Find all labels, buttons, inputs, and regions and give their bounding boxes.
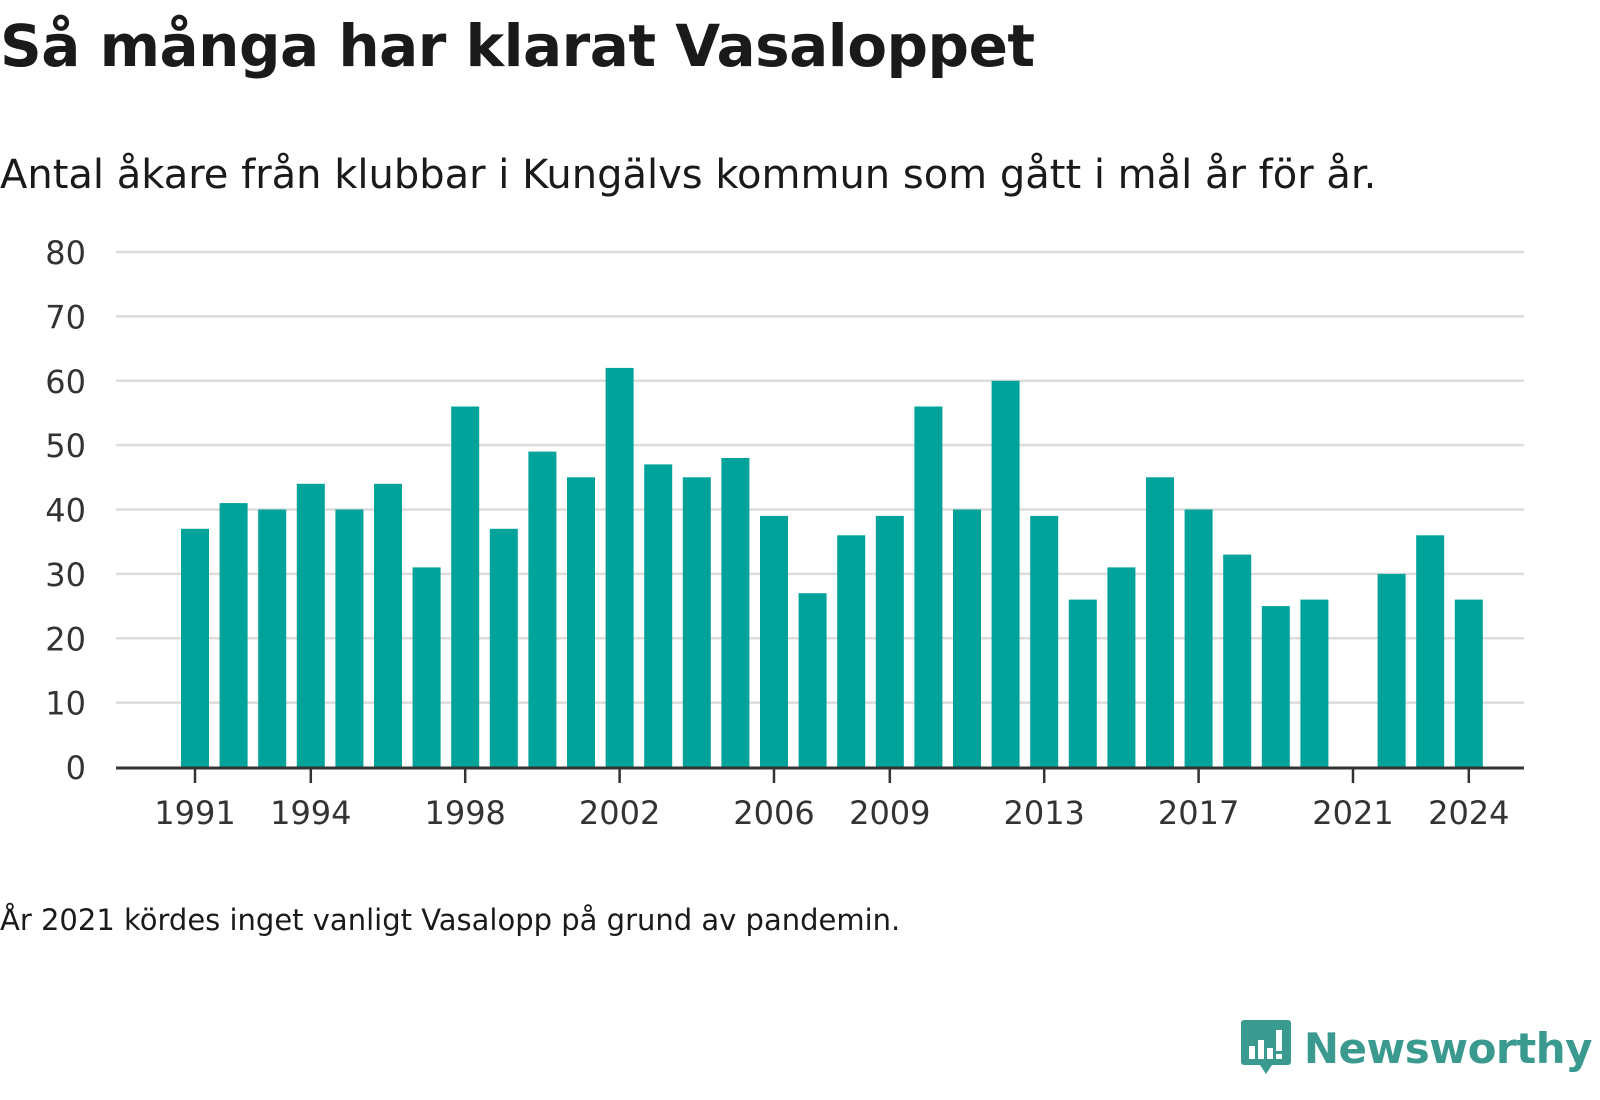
bar-1992	[219, 503, 248, 767]
bar-2000	[528, 451, 557, 767]
bar-1993	[258, 509, 287, 767]
bar-2005	[721, 458, 750, 767]
y-tick-label: 80	[45, 234, 86, 272]
bar-2014	[1068, 599, 1097, 767]
bar-1995	[335, 509, 364, 767]
bar-2010	[914, 406, 943, 767]
bar-1996	[374, 483, 402, 768]
bar-2002	[605, 367, 634, 767]
bar-chart: 0 10 20 30 40 50 60 70 80 1991 1994 1998 2002 2006 20…	[45, 234, 1524, 832]
y-tick-label: 10	[45, 685, 86, 723]
bar-2011	[953, 509, 981, 767]
bar-2015	[1107, 567, 1136, 767]
bar-2013	[1030, 515, 1059, 767]
bar-2023	[1416, 535, 1445, 768]
y-tick-label: 30	[45, 556, 86, 594]
bar-2008	[837, 535, 866, 768]
bar-2019	[1261, 606, 1290, 767]
bar-2017	[1184, 509, 1213, 767]
bar-1997	[412, 567, 441, 767]
y-tick-label: 60	[45, 363, 86, 401]
x-tick-label: 2017	[1158, 794, 1239, 832]
x-tick-label: 2024	[1428, 794, 1509, 832]
bar-1999	[489, 528, 518, 767]
bar-2003	[644, 464, 673, 767]
chart-title: Så många har klarat Vasaloppet	[0, 12, 1035, 80]
brand-name: Newsworthy	[1303, 1023, 1593, 1073]
x-tick-label: 1998	[424, 794, 505, 832]
bar-2006	[760, 515, 788, 767]
y-axis-labels: 0 10 20 30 40 50 60 70 80	[45, 234, 86, 787]
x-tick-label: 1994	[270, 794, 351, 832]
bar-2018	[1223, 554, 1252, 767]
x-axis: 1991 1994 1998 2002 2006 2009 2013 2017 2021 2024	[116, 766, 1524, 832]
y-tick-label: 70	[45, 298, 86, 336]
bar-2009	[875, 515, 904, 767]
bar-2007	[798, 593, 827, 767]
y-tick-label: 0	[66, 749, 86, 787]
bar-2022	[1377, 573, 1406, 767]
brand-logo: Newsworthy	[1240, 1018, 1593, 1078]
bar-2004	[682, 477, 711, 767]
x-tick-label: 2009	[849, 794, 930, 832]
bar-2001	[567, 477, 595, 767]
x-tick-label: 1991	[154, 794, 235, 832]
chart-subtitle: Antal åkare från klubbar i Kungälvs komm…	[0, 152, 1377, 198]
bar-1991	[181, 528, 209, 767]
bar-2024	[1454, 599, 1483, 767]
y-tick-label: 20	[45, 620, 86, 658]
y-tick-label: 40	[45, 492, 86, 530]
x-tick-label: 2002	[579, 794, 660, 832]
x-tick-label: 2006	[733, 794, 814, 832]
y-tick-label: 50	[45, 427, 86, 465]
bar-2016	[1146, 477, 1174, 767]
x-tick-label: 2021	[1312, 794, 1393, 832]
bar-1998	[451, 406, 480, 767]
bar-1994	[296, 483, 325, 768]
bar-2012	[991, 380, 1020, 768]
gridlines	[116, 250, 1524, 704]
x-tick-label: 2013	[1003, 794, 1084, 832]
footnote: År 2021 kördes inget vanligt Vasalopp på…	[0, 903, 901, 937]
bars	[181, 367, 1483, 768]
newsworthy-logo-icon	[1240, 1020, 1291, 1074]
bar-2020	[1300, 599, 1329, 767]
